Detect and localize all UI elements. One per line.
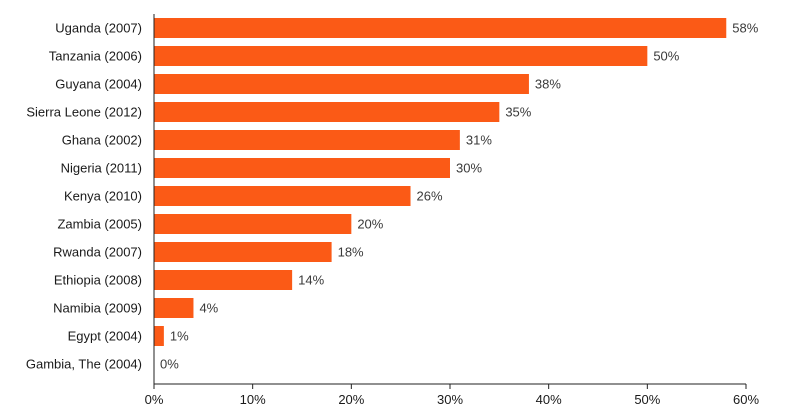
category-label: Tanzania (2006)	[49, 49, 142, 64]
bar-2	[154, 74, 529, 94]
category-labels: Uganda (2007) Tanzania (2006) Guyana (2004…	[26, 21, 142, 372]
bar-11	[154, 326, 164, 346]
bar-5	[154, 158, 450, 178]
x-tick-label: 60%	[733, 392, 759, 407]
category-label: Nigeria (2011)	[61, 161, 142, 176]
value-label: 18%	[338, 245, 364, 260]
x-axis-ticks: 0% 10% 20% 30% 40% 50% 60%	[145, 384, 759, 407]
category-label: Gambia, The (2004)	[26, 357, 142, 372]
bars-layer	[154, 18, 727, 346]
value-label: 0%	[160, 357, 179, 372]
x-tick-label: 30%	[437, 392, 463, 407]
category-label: Sierra Leone (2012)	[26, 105, 142, 120]
bar-4	[154, 130, 460, 150]
bar-1	[154, 46, 648, 66]
value-label: 26%	[417, 189, 443, 204]
value-label: 4%	[199, 301, 218, 316]
category-label: Namibia (2009)	[53, 301, 142, 316]
category-label: Uganda (2007)	[55, 21, 142, 36]
category-label: Guyana (2004)	[55, 77, 142, 92]
x-tick-label: 0%	[145, 392, 164, 407]
value-labels: 58% 50% 38% 35% 31% 30% 26% 20% 18% 14% 4% 1% 0%	[160, 21, 759, 372]
x-tick-label: 10%	[240, 392, 266, 407]
value-label: 35%	[505, 105, 531, 120]
value-label: 31%	[466, 133, 492, 148]
x-tick-label: 50%	[634, 392, 660, 407]
value-label: 20%	[357, 217, 383, 232]
category-label: Ghana (2002)	[62, 133, 142, 148]
bar-7	[154, 214, 352, 234]
x-tick-label: 40%	[536, 392, 562, 407]
value-label: 38%	[535, 77, 561, 92]
bar-0	[154, 18, 727, 38]
category-label: Kenya (2010)	[64, 189, 142, 204]
x-tick-label: 20%	[338, 392, 364, 407]
value-label: 14%	[298, 273, 324, 288]
bar-9	[154, 270, 293, 290]
category-label: Zambia (2005)	[57, 217, 142, 232]
bar-10	[154, 298, 194, 318]
bar-6	[154, 186, 411, 206]
bar-8	[154, 242, 332, 262]
category-label: Ethiopia (2008)	[54, 273, 142, 288]
value-label: 30%	[456, 161, 482, 176]
value-label: 1%	[170, 329, 189, 344]
category-label: Egypt (2004)	[68, 329, 142, 344]
value-label: 58%	[732, 21, 758, 36]
bar-3	[154, 102, 500, 122]
value-label: 50%	[653, 49, 679, 64]
category-label: Rwanda (2007)	[53, 245, 142, 260]
